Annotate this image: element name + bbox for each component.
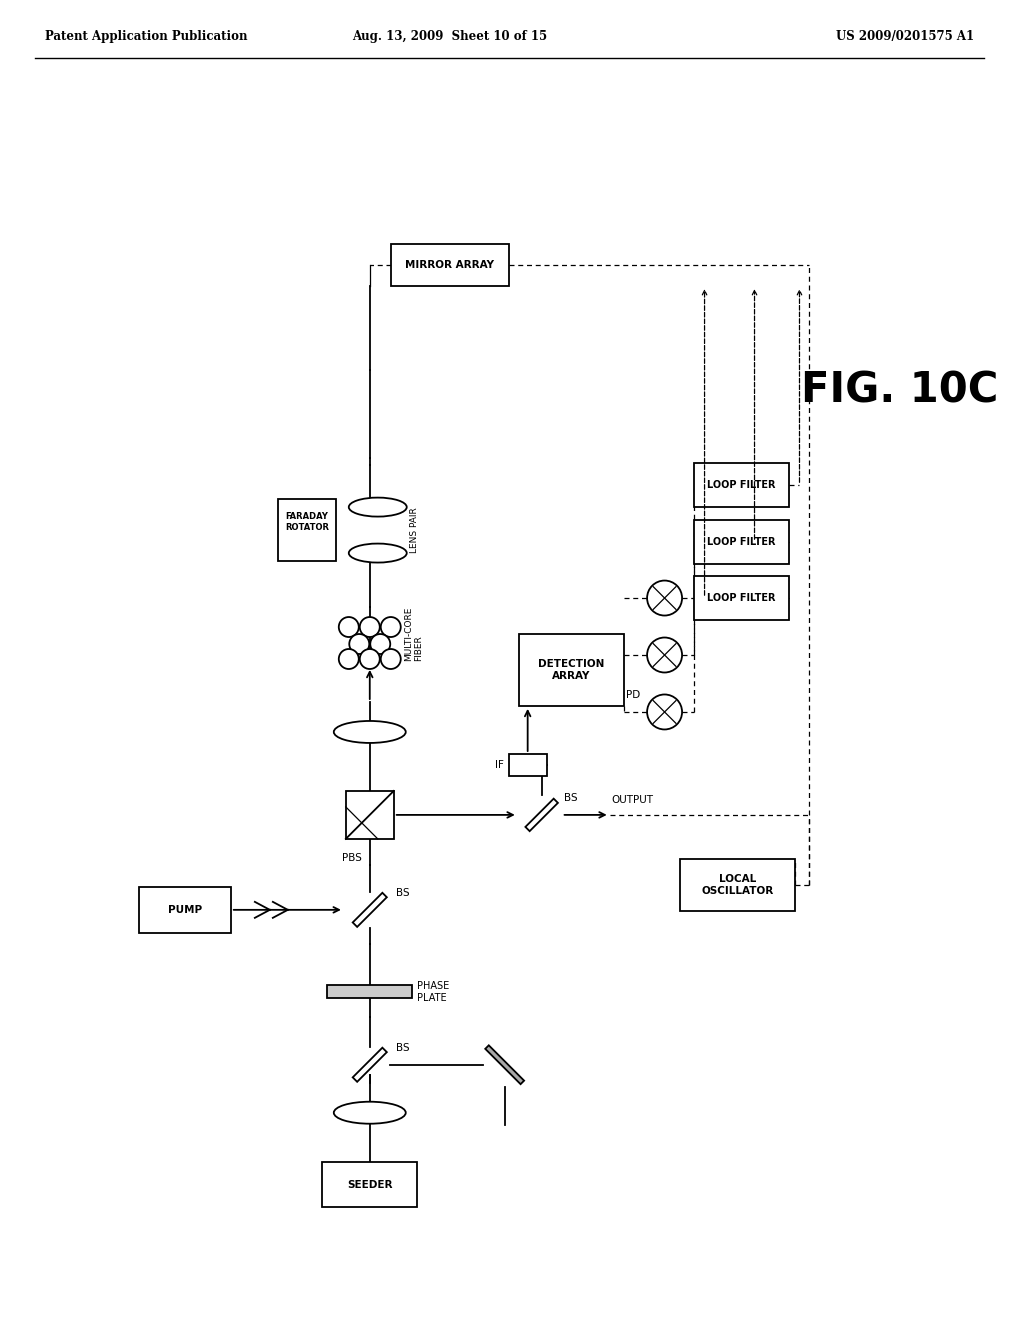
Bar (519, 634, 624, 706)
Ellipse shape (339, 649, 358, 669)
Ellipse shape (359, 616, 380, 638)
Text: BS: BS (395, 888, 410, 898)
Ellipse shape (349, 544, 407, 562)
Bar (509, 754, 547, 776)
Ellipse shape (359, 649, 380, 669)
Text: LOOP FILTER: LOOP FILTER (708, 537, 776, 546)
Text: IF: IF (495, 760, 504, 770)
Ellipse shape (334, 721, 406, 743)
Bar (346, 791, 394, 840)
Text: LENS PAIR: LENS PAIR (410, 507, 419, 553)
Text: DETECTION
ARRAY: DETECTION ARRAY (539, 659, 605, 681)
Text: LOOP FILTER: LOOP FILTER (708, 480, 776, 490)
Bar (328, 985, 413, 998)
Bar (694, 576, 790, 620)
Text: BS: BS (563, 793, 578, 803)
Polygon shape (525, 799, 558, 832)
Text: PUMP: PUMP (168, 904, 202, 915)
Bar (278, 499, 336, 561)
Text: LOOP FILTER: LOOP FILTER (708, 593, 776, 603)
Ellipse shape (349, 498, 407, 516)
Ellipse shape (381, 616, 400, 638)
Text: PBS: PBS (342, 853, 361, 863)
Text: Aug. 13, 2009  Sheet 10 of 15: Aug. 13, 2009 Sheet 10 of 15 (352, 30, 547, 44)
Bar (323, 1162, 417, 1208)
Bar (139, 887, 230, 933)
Bar (694, 520, 790, 564)
Text: FIG. 10C: FIG. 10C (801, 370, 998, 411)
Text: OUTPUT: OUTPUT (611, 795, 653, 805)
Text: PHASE
PLATE: PHASE PLATE (417, 981, 449, 1003)
Text: MULTI-CORE
FIBER: MULTI-CORE FIBER (403, 607, 423, 661)
Ellipse shape (647, 694, 682, 730)
Polygon shape (485, 1045, 524, 1084)
Text: LOCAL
OSCILLATOR: LOCAL OSCILLATOR (701, 874, 774, 896)
Ellipse shape (334, 1102, 406, 1123)
Polygon shape (352, 1048, 387, 1082)
Ellipse shape (647, 581, 682, 615)
Text: PD: PD (626, 690, 640, 700)
Polygon shape (352, 892, 387, 927)
Text: US 2009/0201575 A1: US 2009/0201575 A1 (837, 30, 975, 44)
Ellipse shape (381, 649, 400, 669)
Ellipse shape (349, 634, 370, 653)
Bar (694, 463, 790, 507)
Bar (680, 859, 795, 911)
Ellipse shape (371, 634, 390, 653)
Text: SEEDER: SEEDER (347, 1180, 392, 1189)
Text: MIRROR ARRAY: MIRROR ARRAY (406, 260, 495, 271)
Text: FARADAY
ROTATOR: FARADAY ROTATOR (285, 512, 329, 532)
Bar (391, 244, 509, 286)
Text: BS: BS (395, 1043, 410, 1053)
Text: Patent Application Publication: Patent Application Publication (45, 30, 248, 44)
Ellipse shape (647, 638, 682, 672)
Ellipse shape (339, 616, 358, 638)
